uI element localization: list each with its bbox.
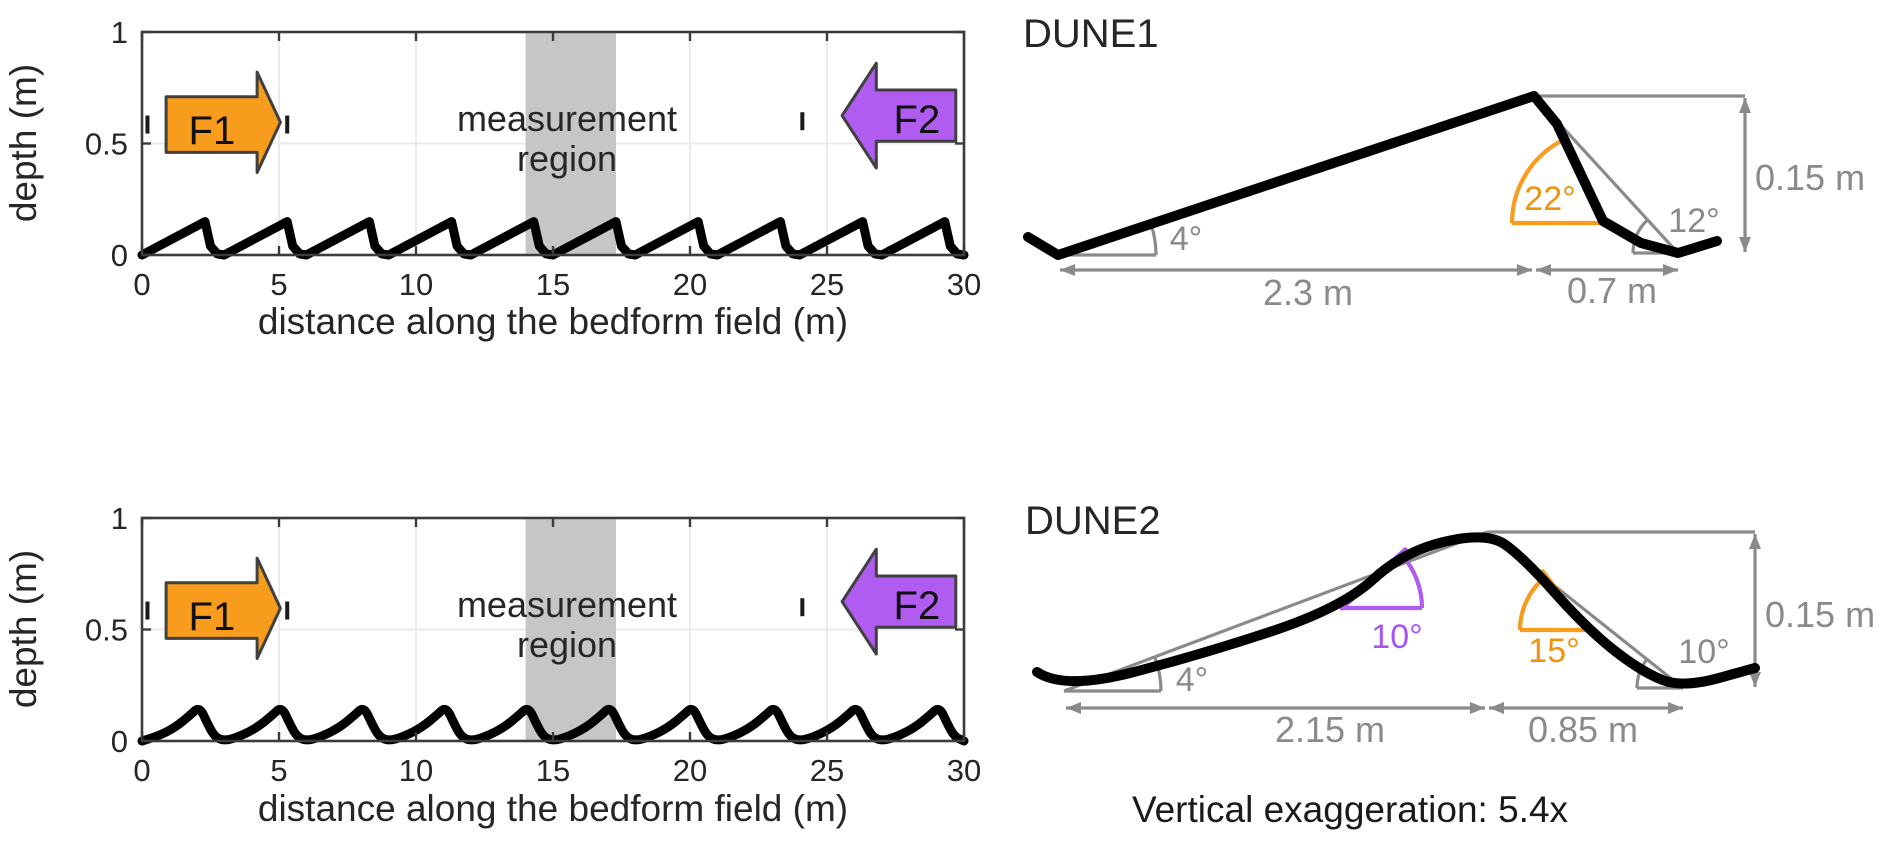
dune-schematic-profile — [1023, 91, 1722, 260]
dune-schematic-profile — [1032, 532, 1760, 689]
dune1-stoss-angle-label: 4° — [1170, 220, 1203, 258]
y-tick-label: 1 — [111, 501, 128, 536]
dimension-arrowhead — [1749, 534, 1761, 549]
flow-arrow-f2 — [840, 547, 958, 656]
construction-line — [1063, 530, 1488, 693]
x-axis-label-top: distance along the bedform field (m) — [258, 301, 848, 342]
x-tick-label: 10 — [399, 753, 433, 788]
measurement-region-label-line2-bottom: region — [517, 624, 617, 665]
x-tick-label: 0 — [133, 267, 150, 302]
dune1-schematic — [1023, 91, 1751, 276]
measurement-region-label-line1-top: measurement — [457, 98, 677, 139]
dune1-stoss-length-label: 2.3 m — [1263, 272, 1353, 313]
y-axis-label-bottom: depth (m) — [3, 550, 44, 708]
x-tick-label: 25 — [810, 753, 844, 788]
measurement-region-band — [525, 33, 617, 254]
y-tick-label: 0 — [111, 238, 128, 273]
x-tick-label: 5 — [270, 267, 287, 302]
flow-arrow-label-f2: F2 — [894, 584, 941, 628]
x-tick-label: 15 — [536, 753, 570, 788]
bedform-field-plot-dune1: 0 5 10 15 20 25 30 0 0.5 1 F1 F2 — [85, 15, 981, 302]
y-tick-label: 1 — [111, 15, 128, 50]
dimension-arrowhead — [1517, 264, 1532, 276]
x-tick-label: 20 — [673, 753, 707, 788]
x-tick-label: 5 — [270, 753, 287, 788]
flow-arrow-f1 — [164, 70, 282, 174]
y-tick-label: 0 — [111, 724, 128, 759]
dimension-arrowhead — [1489, 702, 1504, 714]
dune2-upper-stoss-angle-label: 10° — [1371, 618, 1422, 656]
dimension-arrowhead — [1668, 702, 1683, 714]
bedform-field-plot-dune2: 0 5 10 15 20 25 30 0 0.5 1 F1 F2 — [85, 501, 981, 788]
dimension-arrowhead — [1663, 264, 1678, 276]
x-tick-label: 30 — [947, 753, 981, 788]
dimension-arrowhead — [1066, 702, 1081, 714]
x-tick-label: 25 — [810, 267, 844, 302]
dimension-arrowhead — [1739, 98, 1751, 113]
dune1-title: DUNE1 — [1023, 12, 1159, 56]
x-tick-label: 15 — [536, 267, 570, 302]
dimension-arrowhead — [1739, 237, 1751, 252]
angle-arc — [1509, 137, 1567, 224]
x-axis-label-bottom: distance along the bedform field (m) — [258, 788, 848, 829]
measurement-region-label-line1-bottom: measurement — [457, 584, 677, 625]
dune2-stoss-angle-label: 4° — [1176, 661, 1209, 699]
y-tick-label: 0.5 — [85, 127, 128, 162]
dune2-height-label: 0.15 m — [1765, 594, 1875, 635]
dune1-height-label: 0.15 m — [1755, 157, 1865, 198]
measurement-region-label-line2-top: region — [517, 138, 617, 179]
dune2-stoss-length-label: 2.15 m — [1275, 709, 1385, 750]
y-tick-label: 0.5 — [85, 613, 128, 648]
flow-arrow-label-f1: F1 — [189, 595, 236, 639]
x-tick-label: 10 — [399, 267, 433, 302]
dimension-arrowhead — [1470, 702, 1485, 714]
flow-arrow-label-f2: F2 — [894, 98, 941, 142]
dimension-arrowhead — [1749, 672, 1761, 687]
dune1-mean-lee-angle-label: 12° — [1668, 202, 1719, 240]
flow-arrow-f2 — [840, 61, 958, 170]
measurement-region-band — [525, 519, 617, 740]
dune2-schematic — [1032, 530, 1761, 714]
flow-arrow-f1 — [164, 556, 282, 660]
x-tick-label: 30 — [947, 267, 981, 302]
dune1-lee-angle-label: 22° — [1524, 180, 1575, 218]
dune2-lee-length-label: 0.85 m — [1528, 709, 1638, 750]
x-tick-label: 20 — [673, 267, 707, 302]
y-axis-label-top: depth (m) — [3, 64, 44, 222]
dune2-lee-angle-label: 15° — [1528, 632, 1579, 670]
dune2-title: DUNE2 — [1025, 499, 1161, 543]
angle-arc — [1153, 656, 1163, 692]
dune2-mean-lee-angle-label: 10° — [1678, 633, 1729, 671]
flow-arrow-label-f1: F1 — [189, 109, 236, 153]
vertical-exaggeration-note: Vertical exaggeration: 5.4x — [1132, 789, 1569, 830]
x-tick-label: 0 — [133, 753, 150, 788]
dimension-arrowhead — [1060, 264, 1075, 276]
dune1-lee-length-label: 0.7 m — [1567, 270, 1657, 311]
dimension-arrowhead — [1536, 264, 1551, 276]
